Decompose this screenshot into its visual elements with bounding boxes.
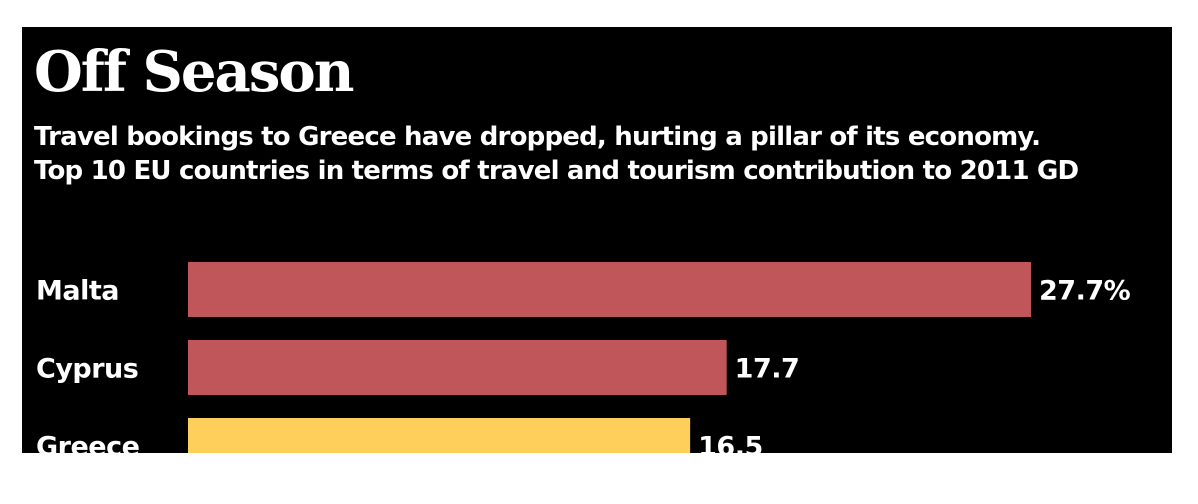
- chart-title: Off Season: [34, 39, 354, 105]
- value-label-malta: 27.7%: [1039, 276, 1131, 307]
- subtitle-line-1: Travel bookings to Greece have dropped, …: [34, 122, 1041, 152]
- subtitle-line-2: Top 10 EU countries in terms of travel a…: [34, 156, 1079, 186]
- chart-frame: Off Season Travel bookings to Greece hav…: [22, 27, 1172, 453]
- bar-malta: [188, 262, 1031, 317]
- category-label-malta: Malta: [36, 276, 119, 307]
- category-label-cyprus: Cyprus: [36, 354, 138, 385]
- bar-cyprus: [188, 340, 727, 395]
- bar-greece: [188, 418, 691, 453]
- bar-chart: Malta 27.7% Cyprus 17.7 Greece 16.5: [36, 262, 1131, 454]
- value-label-greece: 16.5: [698, 432, 763, 454]
- value-label-cyprus: 17.7: [735, 354, 800, 385]
- category-label-greece: Greece: [36, 432, 139, 454]
- chart-subtitle: Travel bookings to Greece have dropped, …: [34, 120, 1079, 188]
